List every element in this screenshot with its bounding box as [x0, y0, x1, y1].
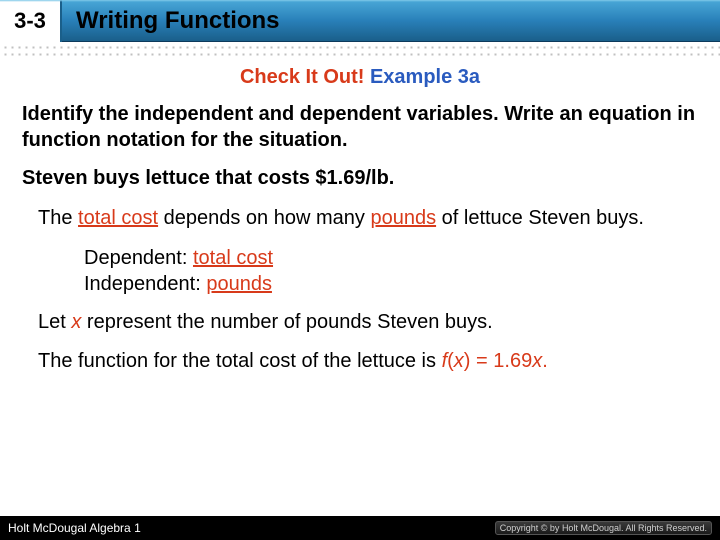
- fn-x2: x: [532, 350, 542, 372]
- dependent-line: Dependent: total cost: [84, 245, 698, 271]
- explain-pounds: pounds: [370, 207, 436, 229]
- footer-right-block: Copyright © by Holt McDougal. All Rights…: [495, 521, 712, 535]
- example-label: Example 3a: [370, 66, 480, 88]
- explain-post1: of lettuce Steven buys.: [436, 207, 644, 229]
- fn-open: (: [447, 350, 454, 372]
- let-pre: Let: [38, 311, 71, 333]
- fn-period: .: [542, 350, 548, 372]
- check-it-out-line: Check It Out! Example 3a: [22, 66, 698, 89]
- check-label: Check It Out!: [240, 66, 364, 88]
- fn-eq: = 1.69: [470, 350, 532, 372]
- dep-value: total cost: [193, 247, 273, 269]
- explain-pre1: The: [38, 207, 78, 229]
- fn-x: x: [454, 350, 464, 372]
- explanation-text: The total cost depends on how many pound…: [38, 206, 698, 231]
- let-var: x: [71, 311, 81, 333]
- scenario-text: Steven buys lettuce that costs $1.69/lb.: [22, 167, 698, 190]
- explain-mid1: depends on how many: [158, 207, 370, 229]
- footer-left-text: Holt McDougal Algebra 1: [8, 521, 141, 535]
- header-bar: 3-3 Writing Functions: [0, 0, 720, 42]
- section-number-badge: 3-3: [0, 0, 62, 42]
- explain-total-cost: total cost: [78, 207, 158, 229]
- ind-label: Independent:: [84, 273, 206, 295]
- content-area: Check It Out! Example 3a Identify the in…: [0, 56, 720, 374]
- function-line: The function for the total cost of the l…: [38, 348, 698, 374]
- dependent-independent-block: Dependent: total cost Independent: pound…: [84, 245, 698, 297]
- copyright-badge: Copyright © by Holt McDougal. All Rights…: [495, 521, 712, 535]
- page-title: Writing Functions: [76, 7, 280, 35]
- header-accent: [0, 0, 720, 2]
- dep-label: Dependent:: [84, 247, 193, 269]
- ind-value: pounds: [206, 273, 272, 295]
- let-post: represent the number of pounds Steven bu…: [81, 311, 492, 333]
- prompt-text: Identify the independent and dependent v…: [22, 101, 698, 153]
- fn-pre: The function for the total cost of the l…: [38, 350, 442, 372]
- let-line: Let x represent the number of pounds Ste…: [38, 311, 698, 334]
- independent-line: Independent: pounds: [84, 271, 698, 297]
- footer-bar: Holt McDougal Algebra 1 Copyright © by H…: [0, 516, 720, 540]
- section-number: 3-3: [14, 8, 46, 34]
- dots-divider: [0, 42, 720, 56]
